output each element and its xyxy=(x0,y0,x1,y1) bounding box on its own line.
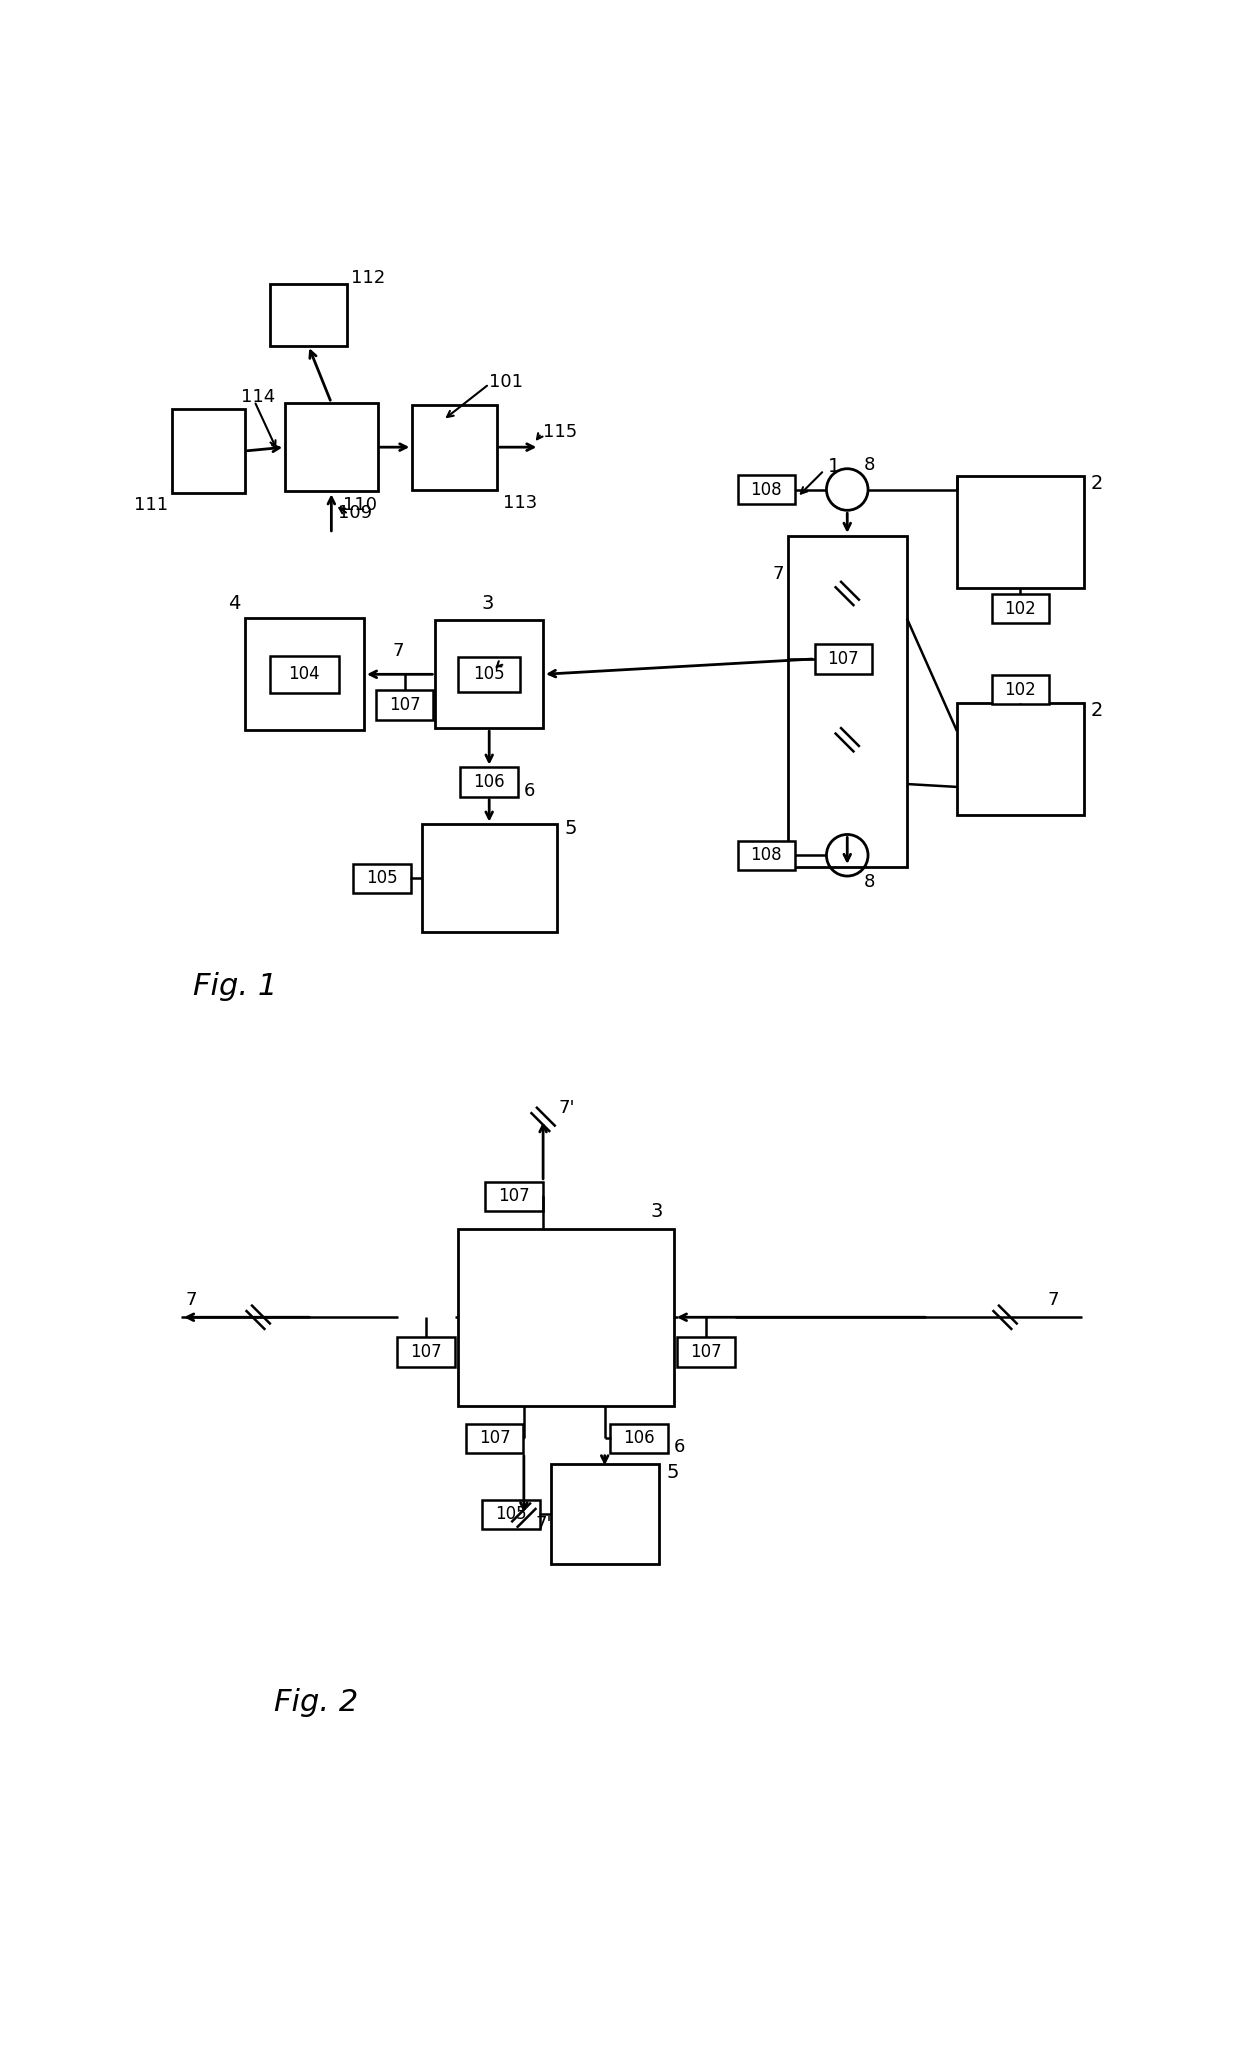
Bar xyxy=(285,403,377,492)
Text: 7: 7 xyxy=(773,566,784,582)
Text: 101: 101 xyxy=(490,372,523,391)
Text: 4: 4 xyxy=(228,593,241,613)
Text: 111: 111 xyxy=(134,496,167,514)
Bar xyxy=(610,1424,668,1453)
Text: 107: 107 xyxy=(388,696,420,714)
Text: 3: 3 xyxy=(651,1202,663,1220)
Text: 107: 107 xyxy=(410,1344,441,1360)
Bar xyxy=(353,864,410,893)
Text: 107: 107 xyxy=(691,1344,722,1360)
Text: 7: 7 xyxy=(1048,1290,1059,1309)
Text: 7': 7' xyxy=(558,1099,575,1117)
Text: 107: 107 xyxy=(827,650,859,669)
Text: 5: 5 xyxy=(666,1463,678,1482)
Text: 108: 108 xyxy=(750,480,782,498)
Bar xyxy=(270,657,339,694)
Text: 7': 7' xyxy=(536,1515,552,1533)
Text: Fig. 2: Fig. 2 xyxy=(274,1688,358,1716)
Bar xyxy=(815,644,872,673)
Text: 110: 110 xyxy=(343,496,377,514)
Bar xyxy=(551,1465,658,1564)
Text: 106: 106 xyxy=(624,1428,655,1447)
Bar xyxy=(459,657,520,691)
Text: 105: 105 xyxy=(366,868,398,887)
Text: 8: 8 xyxy=(864,873,875,891)
Bar xyxy=(787,535,906,866)
Bar xyxy=(459,1229,675,1406)
Text: 105: 105 xyxy=(474,665,505,683)
Text: Fig. 1: Fig. 1 xyxy=(192,971,277,1000)
Text: 113: 113 xyxy=(503,494,537,512)
Text: 106: 106 xyxy=(474,774,505,790)
Bar xyxy=(270,284,347,346)
Text: 6: 6 xyxy=(523,782,536,801)
Bar xyxy=(677,1338,735,1367)
Text: 2: 2 xyxy=(1090,473,1102,494)
Text: 108: 108 xyxy=(750,846,782,864)
Bar xyxy=(957,704,1084,815)
Bar xyxy=(171,410,244,494)
Bar xyxy=(244,619,365,731)
Bar xyxy=(376,691,433,720)
Text: 107: 107 xyxy=(498,1187,529,1206)
Text: 2: 2 xyxy=(1090,702,1102,720)
Bar xyxy=(482,1500,539,1529)
Text: 5: 5 xyxy=(564,819,577,838)
Bar xyxy=(435,619,543,729)
Bar xyxy=(992,595,1049,624)
Text: 112: 112 xyxy=(351,270,384,286)
Bar xyxy=(397,1338,455,1367)
Text: 107: 107 xyxy=(479,1428,511,1447)
Text: 7: 7 xyxy=(185,1290,197,1309)
Bar xyxy=(466,1424,523,1453)
Bar xyxy=(460,768,518,796)
Text: 105: 105 xyxy=(495,1504,527,1523)
Text: 8: 8 xyxy=(864,457,875,473)
Bar xyxy=(412,405,497,490)
Text: 3: 3 xyxy=(481,595,494,613)
Text: 6: 6 xyxy=(675,1439,686,1457)
Bar xyxy=(957,475,1084,589)
Text: 114: 114 xyxy=(242,389,275,405)
Text: 109: 109 xyxy=(337,504,372,521)
Bar xyxy=(485,1181,543,1210)
Text: 104: 104 xyxy=(289,665,320,683)
Text: 1: 1 xyxy=(828,457,841,475)
Text: 7: 7 xyxy=(393,642,404,661)
Bar xyxy=(738,840,795,871)
Text: 102: 102 xyxy=(1004,681,1037,700)
Text: 115: 115 xyxy=(543,422,578,440)
Bar xyxy=(422,825,557,932)
Text: 102: 102 xyxy=(1004,599,1037,617)
Bar xyxy=(992,675,1049,704)
Bar xyxy=(738,475,795,504)
